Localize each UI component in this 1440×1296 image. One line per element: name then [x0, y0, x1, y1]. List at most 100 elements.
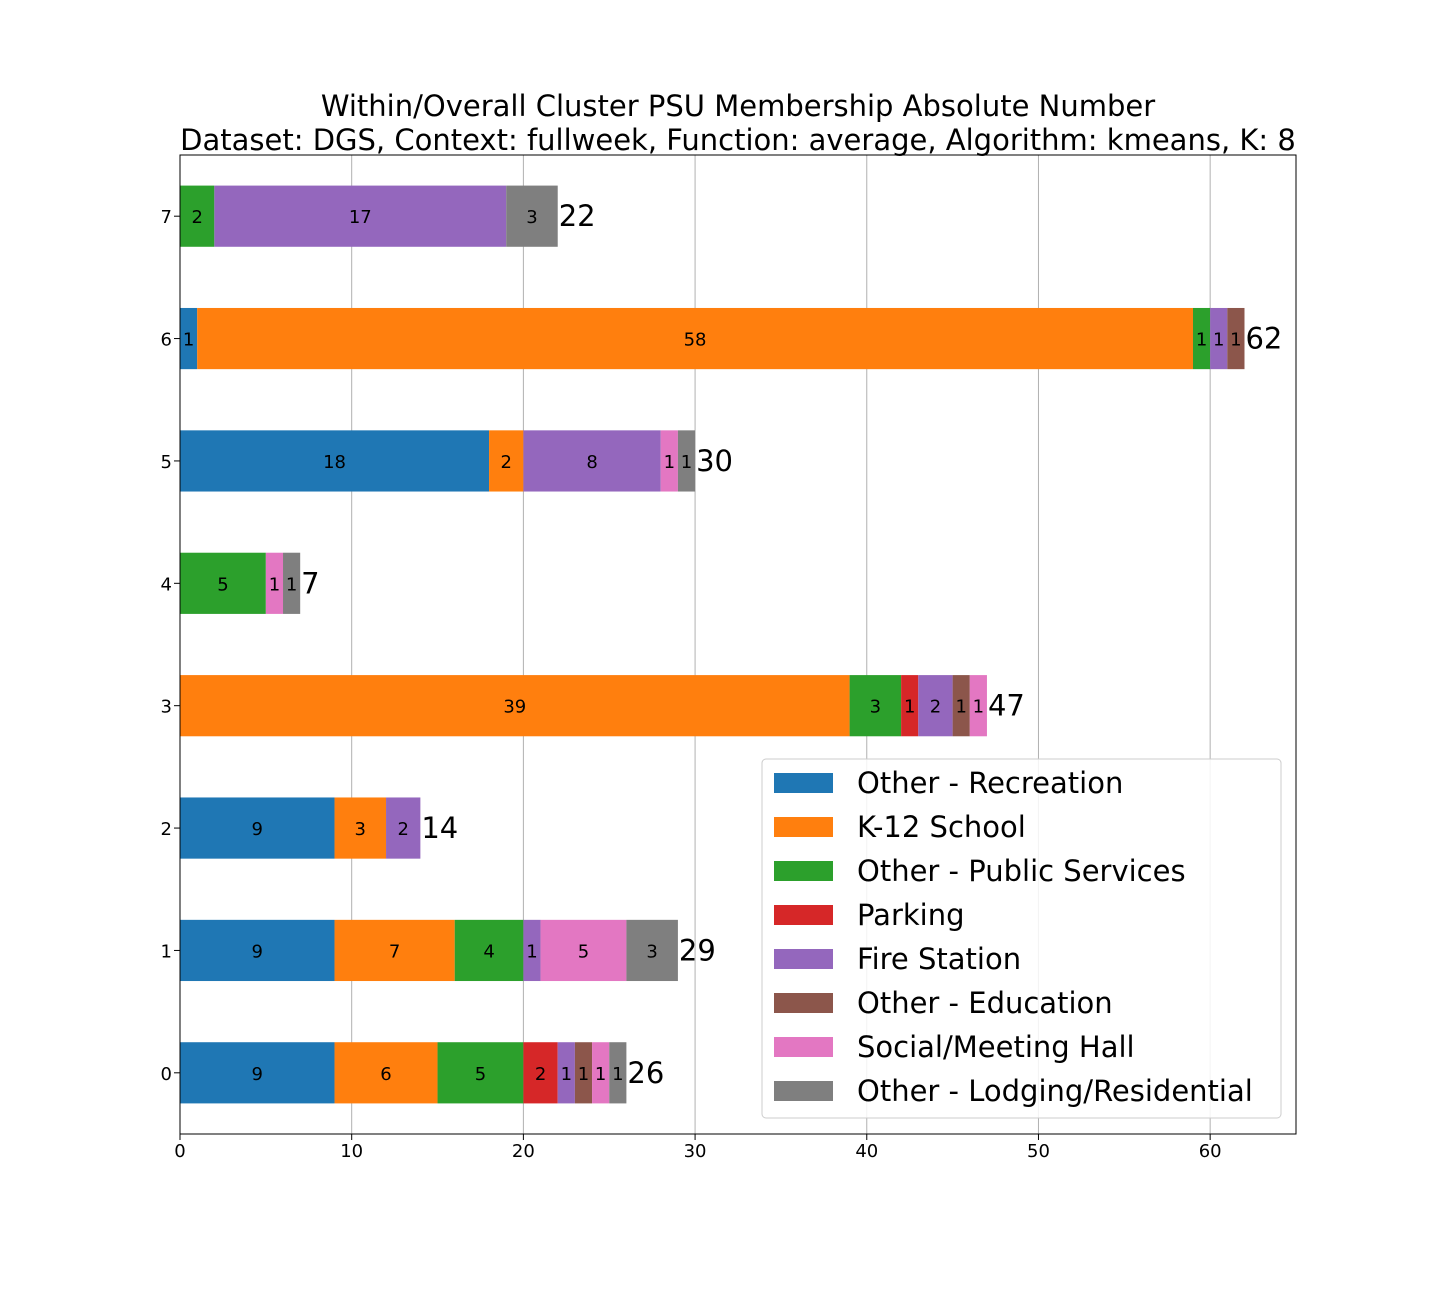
legend: Other - Recreation K-12 School Other - Pub…	[761, 758, 1282, 1119]
bar-segment-label: 1	[1230, 330, 1241, 351]
bar-segment	[454, 919, 524, 982]
y-tick-label: 3	[161, 697, 172, 718]
bar-total-label: 26	[627, 1056, 664, 1090]
bar-segment	[677, 430, 696, 492]
bar-total-label: 22	[559, 199, 596, 233]
y-tick-label: 4	[161, 574, 172, 595]
bar-segment-label: 1	[681, 452, 692, 473]
bar-segment	[489, 430, 524, 492]
legend-swatch	[774, 817, 833, 837]
y-tick-label: 7	[161, 207, 172, 228]
bar-segment-label: 1	[286, 574, 297, 595]
bar-segment-label: 3	[870, 697, 881, 718]
bar-segment-label: 9	[252, 941, 263, 962]
bar-segment-label: 39	[503, 697, 526, 718]
bar-segment	[197, 307, 1193, 370]
bar-segment	[609, 1042, 627, 1104]
bar-total-label: 30	[696, 444, 733, 478]
bar-total-label: 62	[1245, 322, 1282, 356]
chart-subtitle: Dataset: DGS, Context: fullweek, Functio…	[180, 123, 1296, 157]
legend-label: Other - Public Services	[857, 854, 1186, 888]
bar-segment-label: 9	[252, 1064, 263, 1085]
bar-segment	[265, 552, 284, 614]
legend-label: K-12 School	[857, 810, 1026, 844]
bar-segment-label: 58	[684, 330, 707, 351]
y-tick-label: 2	[161, 819, 172, 840]
bar-segment	[849, 675, 902, 737]
x-tick-label: 0	[174, 1141, 185, 1162]
bar-segment	[557, 1042, 575, 1104]
bar-segment-label: 6	[380, 1064, 391, 1085]
bar-segment-label: 1	[904, 697, 915, 718]
bar-segment	[180, 797, 335, 859]
legend-swatch	[774, 993, 833, 1013]
bar-segment	[901, 675, 919, 737]
bar-segment	[180, 1042, 335, 1104]
bar-segment	[180, 552, 266, 614]
legend-box	[761, 758, 1282, 1119]
bar-segment	[540, 919, 627, 982]
bar-segment-label: 5	[578, 941, 589, 962]
x-tick-label: 40	[855, 1141, 878, 1162]
bar-segment	[180, 430, 490, 492]
bar-segment	[1192, 307, 1211, 370]
x-tick-label: 50	[1027, 1141, 1050, 1162]
bar-total-label: 29	[679, 933, 716, 967]
x-tick-label: 30	[684, 1141, 707, 1162]
bar-segment	[918, 675, 953, 737]
legend-swatch	[774, 1081, 833, 1101]
bar-segment-label: 1	[664, 452, 675, 473]
legend-label: Other - Education	[857, 986, 1113, 1020]
bar-segment	[334, 797, 387, 859]
bar-segment-label: 1	[526, 941, 537, 962]
legend-label: Parking	[857, 898, 965, 932]
legend-swatch	[774, 905, 833, 925]
bar-segment-label: 2	[500, 452, 511, 473]
bar-segment	[386, 797, 421, 859]
bar-segment	[952, 675, 970, 737]
legend-swatch	[774, 1037, 833, 1057]
plot-frame	[179, 154, 1297, 1135]
bar-segment	[180, 675, 850, 737]
bar-segment-label: 1	[595, 1064, 606, 1085]
bar-segment-label: 9	[252, 819, 263, 840]
bar-segment-label: 2	[397, 819, 408, 840]
x-tick-label: 60	[1199, 1141, 1222, 1162]
bar-segment-label: 7	[389, 941, 400, 962]
bar-segment	[506, 185, 558, 247]
bar-segment	[334, 1042, 438, 1104]
bar-segment-label: 8	[586, 452, 597, 473]
bar-segment	[180, 185, 215, 247]
bar-segment-label: 1	[973, 697, 984, 718]
y-tick-label: 1	[161, 941, 172, 962]
x-tick-label: 20	[512, 1141, 535, 1162]
bar-segment	[592, 1042, 610, 1104]
x-tick-label: 10	[340, 1141, 363, 1162]
bar-segment-label: 1	[183, 330, 194, 351]
bar-segment	[334, 919, 455, 982]
bar-segment-label: 2	[191, 207, 202, 228]
bar-segment-label: 5	[475, 1064, 486, 1085]
y-tick-label: 5	[161, 452, 172, 473]
legend-label: Other - Recreation	[857, 766, 1123, 800]
bar-segment	[214, 185, 507, 247]
bar-segment	[660, 430, 678, 492]
bar-segment	[180, 919, 335, 982]
bar-segment-label: 3	[646, 941, 657, 962]
bar-segment	[283, 552, 301, 614]
bar-segment-label: 4	[483, 941, 494, 962]
bar-segment	[180, 307, 198, 370]
bar-segment-label: 5	[217, 574, 228, 595]
bar-segment-label: 1	[578, 1064, 589, 1085]
legend-swatch	[774, 773, 833, 793]
chart-title: Within/Overall Cluster PSU Membership Ab…	[321, 89, 1155, 123]
bar-segment-label: 3	[526, 207, 537, 228]
bar-segment	[523, 919, 541, 982]
legend-swatch	[774, 861, 833, 881]
bar-segment	[626, 919, 678, 982]
bar-total-label: 47	[988, 689, 1025, 723]
bar-segment-label: 3	[355, 819, 366, 840]
bar-segment-label: 2	[930, 697, 941, 718]
